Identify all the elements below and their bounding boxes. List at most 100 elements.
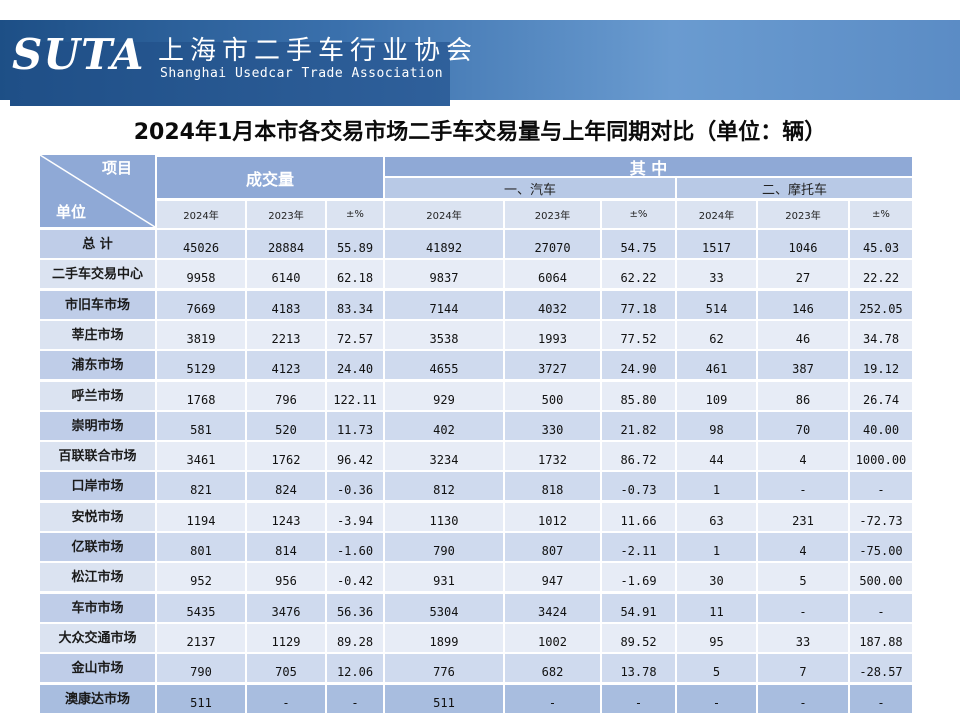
table-cell: 500.00 <box>850 563 912 591</box>
table-cell: 952 <box>157 563 245 591</box>
table-cell: 13.78 <box>602 654 675 682</box>
table-cell: 33 <box>677 260 756 288</box>
table-cell: 818 <box>505 472 600 500</box>
table-cell: 7669 <box>157 291 245 319</box>
table-cell: 19.12 <box>850 351 912 379</box>
table-cell: 62 <box>677 321 756 349</box>
table-corner-cell: 项目 单位 <box>40 155 155 227</box>
table-cell: 6064 <box>505 260 600 288</box>
table-cell: 56.36 <box>327 594 383 622</box>
table-cell: 6140 <box>247 260 325 288</box>
page-title: 2024年1月本市各交易市场二手车交易量与上年同期对比（单位：辆） <box>133 120 827 145</box>
table-cell: 821 <box>157 472 245 500</box>
table-cell: 5129 <box>157 351 245 379</box>
table-cell: 5304 <box>385 594 503 622</box>
table-cell: - <box>758 472 848 500</box>
table-cell: 3476 <box>247 594 325 622</box>
table-cell: 461 <box>677 351 756 379</box>
table-cell: 40.00 <box>850 412 912 440</box>
row-label: 金山市场 <box>40 654 155 682</box>
table-cell: -0.42 <box>327 563 383 591</box>
volume-header: 成交量 <box>157 157 383 198</box>
year-header-cell: 2023年 <box>505 201 600 228</box>
table-cell: 1012 <box>505 503 600 531</box>
table-cell: - <box>758 685 848 713</box>
table-cell: 330 <box>505 412 600 440</box>
table-cell: - <box>327 685 383 713</box>
year-header-cell: 2023年 <box>247 201 325 228</box>
table-cell: 931 <box>385 563 503 591</box>
year-header-cell: ±% <box>602 201 675 228</box>
table-cell: 2213 <box>247 321 325 349</box>
table-cell: 4123 <box>247 351 325 379</box>
header-banner <box>0 20 960 106</box>
table-cell: 801 <box>157 533 245 561</box>
year-header-cell: 2024年 <box>385 201 503 228</box>
org-name-cn: 上海市二手车行业协会 <box>158 36 479 66</box>
table-cell: - <box>677 685 756 713</box>
table-cell: 252.05 <box>850 291 912 319</box>
row-label: 口岸市场 <box>40 472 155 500</box>
table-cell: 929 <box>385 382 503 410</box>
row-label: 亿联市场 <box>40 533 155 561</box>
row-label: 崇明市场 <box>40 412 155 440</box>
table-cell: 807 <box>505 533 600 561</box>
table-cell: 146 <box>758 291 848 319</box>
table-cell: 7144 <box>385 291 503 319</box>
data-table: 项目 单位 成交量其 中一、汽车 二、摩托车 2024年 2023年 ±% 2024年 20… <box>40 155 912 715</box>
table-cell: 70 <box>758 412 848 440</box>
table-cell: 1243 <box>247 503 325 531</box>
table-cell: 4 <box>758 442 848 470</box>
table-cell: 3234 <box>385 442 503 470</box>
table-cell: 33 <box>758 624 848 652</box>
table-cell: -2.11 <box>602 533 675 561</box>
table-cell: 1899 <box>385 624 503 652</box>
table-cell: 790 <box>157 654 245 682</box>
table-cell: 122.11 <box>327 382 383 410</box>
table-cell: - <box>850 594 912 622</box>
table-cell: 947 <box>505 563 600 591</box>
logo-panel <box>10 42 450 106</box>
table-cell: 511 <box>157 685 245 713</box>
table-cell: 62.18 <box>327 260 383 288</box>
table-cell: 3424 <box>505 594 600 622</box>
org-name-en: Shanghai Usedcar Trade Association <box>160 66 444 81</box>
row-label: 呼兰市场 <box>40 382 155 410</box>
table-cell: 4655 <box>385 351 503 379</box>
year-header-cell: 2023年 <box>758 201 848 228</box>
suta-logo: SUTA <box>12 30 145 79</box>
year-header-cell: ±% <box>850 201 912 228</box>
table-cell: 387 <box>758 351 848 379</box>
table-cell: 109 <box>677 382 756 410</box>
table-cell: 1768 <box>157 382 245 410</box>
table-cell: 86 <box>758 382 848 410</box>
table-cell: 11.73 <box>327 412 383 440</box>
table-cell: 1 <box>677 533 756 561</box>
table-cell: 72.57 <box>327 321 383 349</box>
table-cell: 1762 <box>247 442 325 470</box>
table-cell: 41892 <box>385 230 503 258</box>
table-cell: 796 <box>247 382 325 410</box>
table-cell: -3.94 <box>327 503 383 531</box>
table-cell: 2137 <box>157 624 245 652</box>
table-cell: 812 <box>385 472 503 500</box>
table-cell: 514 <box>677 291 756 319</box>
year-header-cell: 2024年 <box>677 201 756 228</box>
motorcycles-header: 二、摩托车 <box>677 178 912 198</box>
table-cell: 581 <box>157 412 245 440</box>
table-cell: 45.03 <box>850 230 912 258</box>
table-cell: 26.74 <box>850 382 912 410</box>
table-cell: -28.57 <box>850 654 912 682</box>
table-cell: 12.06 <box>327 654 383 682</box>
table-cell: - <box>602 685 675 713</box>
row-label: 总 计 <box>40 230 155 258</box>
table-cell: 22.22 <box>850 260 912 288</box>
table-cell: 77.18 <box>602 291 675 319</box>
table-cell: 45026 <box>157 230 245 258</box>
table-cell: 21.82 <box>602 412 675 440</box>
table-cell: 511 <box>385 685 503 713</box>
table-cell: 83.34 <box>327 291 383 319</box>
table-cell: 814 <box>247 533 325 561</box>
table-cell: 3538 <box>385 321 503 349</box>
row-label: 市旧车市场 <box>40 291 155 319</box>
